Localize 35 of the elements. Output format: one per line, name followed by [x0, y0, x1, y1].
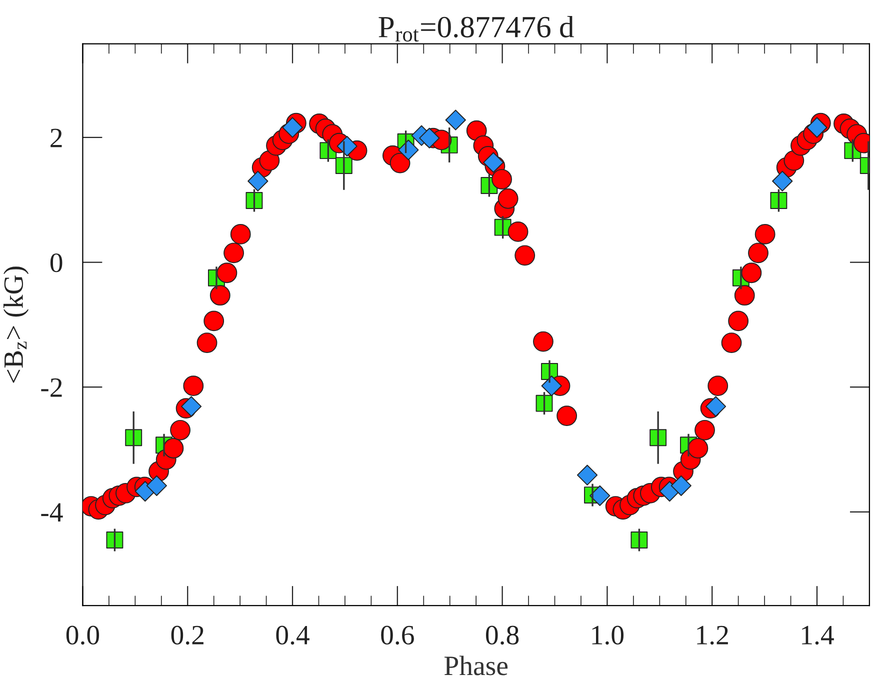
x-tick-label: 1.0: [592, 626, 624, 645]
y-tick-label: 2: [50, 128, 62, 148]
x-tick-label: 0.6: [381, 626, 414, 645]
y-tick-label: 0: [50, 253, 62, 272]
x-tick-label: 1.2: [697, 626, 728, 645]
point: [445, 110, 466, 130]
point: [541, 376, 562, 396]
point: [590, 485, 610, 506]
y-axis-title: <B$_{z}$> (kG): [3, 266, 29, 383]
y-tick-label: -4: [41, 503, 63, 522]
point: [180, 396, 202, 417]
chart-title: P$_{rot}$=0.877476 d: [378, 16, 574, 42]
point: [772, 170, 793, 192]
x-tick-label: 0.0: [66, 626, 100, 645]
point: [483, 152, 504, 173]
point: [630, 532, 648, 548]
x-tick-label: 0.2: [171, 626, 204, 645]
point: [106, 532, 124, 548]
x-axis-title: Phase: [444, 656, 508, 676]
point: [336, 136, 358, 157]
point: [806, 117, 828, 138]
point: [125, 429, 142, 446]
point: [398, 140, 419, 160]
point: [419, 128, 440, 148]
x-tick-label: 0.4: [276, 626, 310, 645]
point: [770, 192, 788, 209]
x-tick-label: 1.4: [802, 626, 834, 645]
point: [146, 475, 167, 496]
point: [248, 170, 268, 192]
y-tick-label: -2: [41, 378, 62, 397]
point: [670, 475, 692, 496]
point: [282, 117, 303, 138]
point: [705, 396, 726, 417]
x-tick-label: 0.8: [486, 626, 519, 645]
point: [576, 464, 598, 486]
